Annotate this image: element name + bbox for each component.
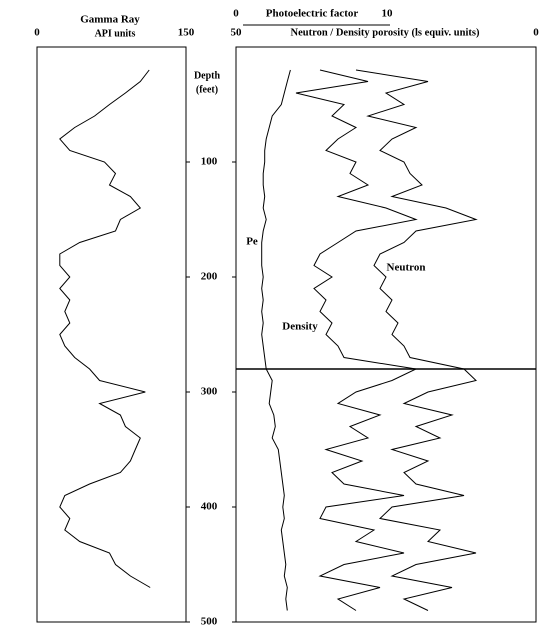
depth-tick-label: 300 [201, 386, 218, 398]
porosity-track [235, 46, 537, 623]
depth-tick-label: 100 [201, 156, 218, 168]
depth-tick-label: 400 [201, 501, 218, 513]
x-tick-label: 10 [382, 8, 394, 20]
depth-unit: (feet) [196, 84, 218, 95]
curve-label: Pe [246, 236, 258, 248]
log-curve [261, 69, 291, 611]
x-tick-label: 0 [233, 8, 239, 20]
depth-label: Depth [194, 70, 221, 81]
x-tick-label: 0 [533, 27, 539, 39]
x-tick-label: 50 [231, 27, 243, 39]
curve-label: Density [282, 321, 318, 333]
log-curve [295, 69, 418, 611]
axis-label: API units [95, 28, 136, 39]
depth-tick-label: 200 [201, 271, 218, 283]
log-curve [59, 69, 151, 588]
x-tick-label: 0 [34, 27, 40, 39]
x-tick-label: 150 [178, 27, 195, 39]
track-title: Gamma Ray [80, 14, 140, 26]
depth-tick-label: 500 [201, 616, 218, 628]
axis-label: Neutron / Density porosity (ls equiv. un… [291, 27, 480, 38]
curve-label: Neutron [387, 262, 426, 274]
axis-label: Photoelectric factor [266, 8, 359, 20]
log-curve [355, 69, 478, 611]
gamma-track [36, 46, 187, 623]
